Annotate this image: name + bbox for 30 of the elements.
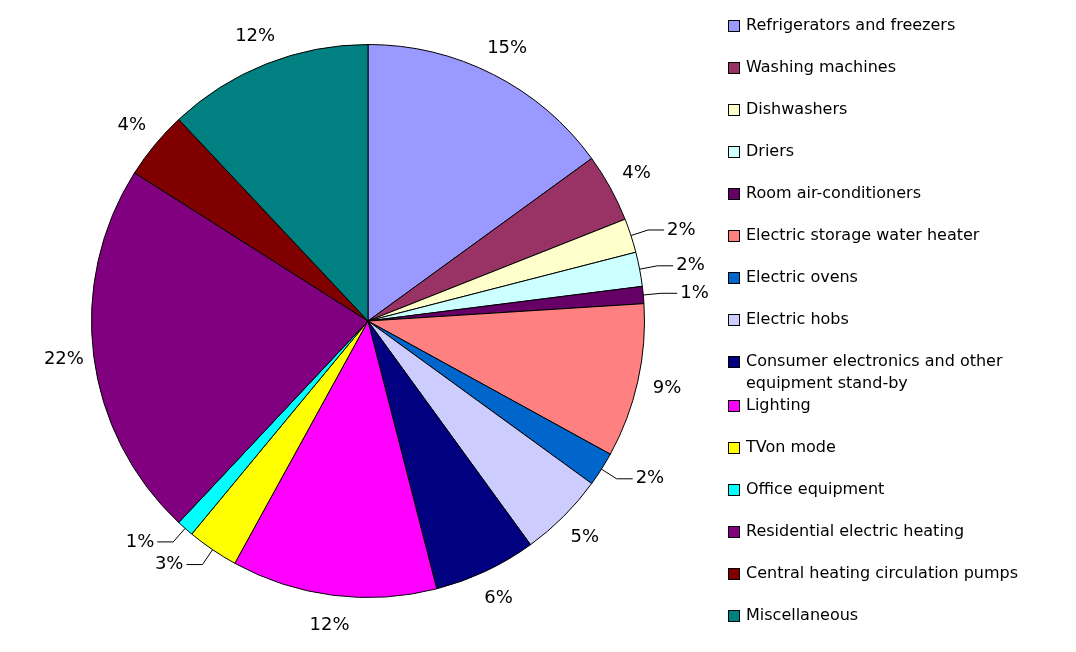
data-label: 2% <box>676 253 705 275</box>
data-label: 15% <box>487 35 528 57</box>
legend-label: Residential electric heating <box>746 520 965 542</box>
legend-label: Washing machines <box>746 56 896 78</box>
legend-label: Driers <box>746 140 795 162</box>
legend-label: Central heating circulation pumps <box>746 562 1018 584</box>
data-label: 2% <box>635 466 665 488</box>
legend-label: Electric ovens <box>746 266 858 288</box>
data-label: 3% <box>154 552 184 574</box>
legend-label: Office equipment <box>746 478 885 500</box>
legend-label: Room air-conditioners <box>746 182 921 204</box>
legend-label: Electric hobs <box>746 308 849 330</box>
data-label: 12% <box>235 23 276 45</box>
data-label: 6% <box>484 586 513 607</box>
data-label: 1% <box>125 529 155 551</box>
data-label: 1% <box>680 280 709 302</box>
legend-label: Refrigerators and freezers <box>746 14 956 36</box>
legend-label: TVon mode <box>746 436 836 458</box>
data-label: 2% <box>667 217 696 239</box>
data-label: 9% <box>652 375 682 397</box>
data-label: 5% <box>570 525 600 547</box>
legend-label: Lighting <box>746 394 811 416</box>
legend-label: Electric storage water heater <box>746 224 980 246</box>
data-label: 22% <box>43 347 84 369</box>
data-label: 4% <box>117 113 147 135</box>
legend-label: Miscellaneous <box>746 604 859 626</box>
data-label: 12% <box>309 612 350 634</box>
legend-label: Dishwashers <box>746 98 848 120</box>
legend-label: Consumer electronics and other equipment stand-by <box>746 350 1004 394</box>
data-label: 4% <box>622 161 651 183</box>
